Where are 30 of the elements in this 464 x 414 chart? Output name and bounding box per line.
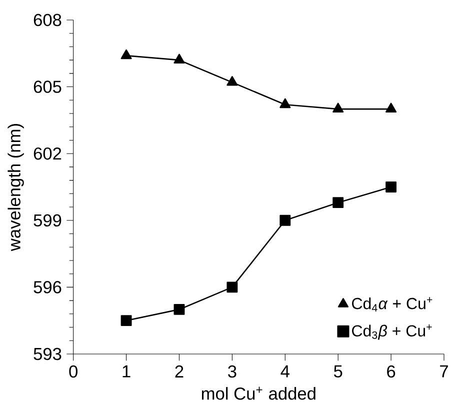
- point: [174, 304, 185, 315]
- x-tick-label: 2: [175, 365, 184, 378]
- x-tick-label: 1: [122, 365, 130, 378]
- y-tick-label: 599: [34, 214, 62, 227]
- x-tick-label: 3: [228, 365, 236, 378]
- point: [386, 102, 397, 113]
- x-axis-title: mol Cu$^{+}$ added: [202, 386, 316, 400]
- point: [386, 182, 397, 192]
- y-tick-label: 602: [34, 147, 62, 160]
- legend-label: Cd$_{4}$α + Cu$^{+}$: [352, 297, 432, 312]
- point: [280, 98, 291, 108]
- point: [280, 214, 291, 226]
- point: [332, 102, 344, 113]
- y-tick-label: 593: [34, 348, 62, 360]
- x-tick-label: 6: [387, 365, 396, 378]
- y-tick-label: 608: [34, 14, 62, 26]
- x-tick-label: 7: [440, 365, 448, 378]
- point: [332, 197, 344, 208]
- point: [226, 282, 238, 293]
- point: [120, 49, 132, 60]
- legend-label: Cd$_{3}$β + Cu$^{+}$: [352, 324, 432, 340]
- x-tick-label: 0: [69, 365, 78, 378]
- y-tick-label: 596: [34, 281, 62, 294]
- point: [120, 315, 132, 326]
- point: [174, 54, 185, 64]
- x-tick-label: 5: [334, 365, 342, 378]
- y-tick-label: 605: [34, 80, 62, 93]
- x-tick-label: 4: [280, 365, 290, 378]
- point: [226, 76, 238, 86]
- y-axis-title: wavelength (nm): [8, 124, 24, 252]
